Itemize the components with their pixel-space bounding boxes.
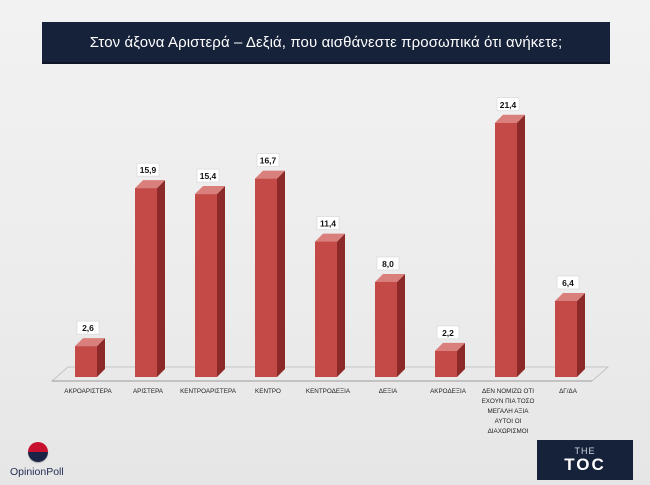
bar-side: [157, 180, 165, 377]
value-label: 15,4: [200, 171, 217, 181]
category-label: ΜΕΓΑΛΗ ΑΞΙΑ: [488, 408, 530, 415]
value-label: 2,6: [82, 323, 94, 333]
bar-top: [435, 342, 465, 351]
category-label: ΑΚΡΟΔΕΞΙΑ: [430, 388, 467, 395]
bar: [435, 350, 457, 377]
the-toc-logo-toc: TOC: [564, 454, 606, 474]
category-label: ΚΕΝΤΡΟΑΡΙΣΤΕΡΑ: [180, 388, 237, 395]
value-labels: 2,6 15,9 15,4 16,7 11,4 8,0 2,2 21,4 6,4: [76, 97, 580, 340]
category-label: ΔΕΞΙΑ: [379, 388, 398, 395]
bar-side: [397, 273, 405, 377]
value-label: 21,4: [500, 100, 517, 110]
bar-top: [75, 338, 105, 347]
opinion-poll-logo-icon: [28, 442, 48, 462]
category-labels: ΑΚΡΟΑΡΙΣΤΕΡΑ ΑΡΙΣΤΕΡΑ ΚΕΝΤΡΟΑΡΙΣΤΕΡΑ ΚΕΝΤΡΟ…: [64, 388, 577, 435]
value-label: 6,4: [562, 278, 574, 288]
bar-top: [255, 170, 285, 179]
bar: [255, 178, 277, 377]
bar-top: [195, 186, 225, 195]
bar-side: [517, 114, 525, 377]
value-label-box: [436, 325, 460, 340]
bar-top: [315, 233, 345, 242]
chart-bars: [75, 114, 585, 377]
category-label: ΕΧΟΥΝ ΠΙΑ ΤΟΣΟ: [482, 398, 535, 405]
bar-side: [337, 233, 345, 377]
opinion-poll-logo: OpinionPoll: [10, 466, 64, 478]
bar: [495, 122, 517, 377]
value-label-box: [376, 256, 400, 271]
bar-top: [375, 273, 405, 282]
value-label: 16,7: [260, 156, 277, 166]
bar: [555, 300, 577, 377]
value-label-box: [496, 97, 520, 112]
bar-top: [555, 292, 585, 301]
bar-side: [457, 342, 465, 377]
opinion-poll-logo-opinion: Opinion: [10, 466, 47, 478]
bar-side: [277, 170, 285, 377]
category-label: ΚΕΝΤΡΟ: [255, 388, 281, 395]
value-label: 15,9: [140, 165, 157, 175]
chart-title: Στον άξονα Αριστερά – Δεξιά, που αισθάνε…: [89, 33, 563, 51]
bar: [75, 346, 97, 377]
bar-side: [217, 186, 225, 377]
the-toc-logo: THE TOC: [537, 440, 633, 480]
category-label: ΔΙΑΧΩΡΙΣΜΟΙ: [488, 428, 529, 435]
value-label: 2,2: [442, 328, 454, 338]
value-label-box: [256, 153, 280, 167]
bar-top: [495, 114, 525, 123]
bar-top: [135, 180, 165, 189]
value-label-box: [76, 320, 100, 335]
bar: [135, 188, 157, 377]
value-label-box: [556, 275, 580, 290]
category-label: ΑΚΡΟΑΡΙΣΤΕΡΑ: [64, 388, 112, 395]
opinion-poll-logo-poll: Poll: [46, 466, 64, 478]
chart-title-bar: Στον άξονα Αριστερά – Δεξιά, που αισθάνε…: [42, 22, 610, 64]
bar-side: [97, 338, 105, 377]
the-toc-logo-the: THE: [574, 445, 596, 456]
value-label: 8,0: [382, 259, 394, 269]
bar: [195, 194, 217, 377]
bar: [315, 241, 337, 377]
category-label: ΚΕΝΤΡΟΔΕΞΙΑ: [306, 388, 351, 395]
value-label: 11,4: [320, 219, 336, 229]
bar: [375, 281, 397, 377]
bar-side: [577, 292, 585, 377]
category-label: ΔΕΝ ΝΟΜΙΖΩ ΟΤΙ: [482, 388, 534, 395]
category-label: ΑΡΙΣΤΕΡΑ: [133, 388, 164, 395]
category-label: ΑΥΤΟΙ ΟΙ: [495, 418, 522, 425]
category-label: ΔΓ/ΔΑ: [559, 388, 578, 395]
value-label-box: [196, 168, 220, 183]
value-label-box: [316, 216, 340, 230]
value-label-box: [136, 162, 160, 177]
